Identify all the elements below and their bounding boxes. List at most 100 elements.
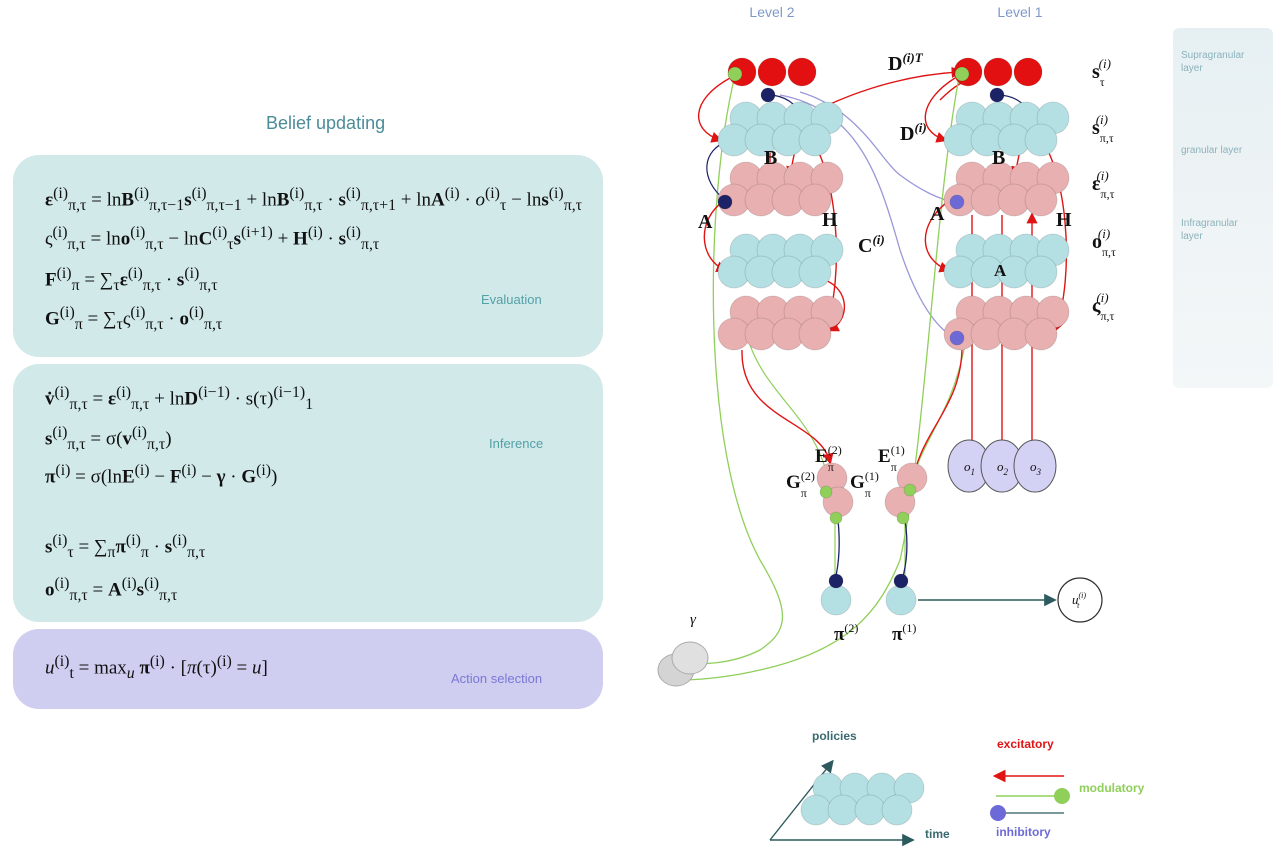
inhibitory-synapse <box>717 194 733 210</box>
level-2-outcome-error-node <box>810 295 844 329</box>
level-1-state-error-node <box>943 183 977 217</box>
level-2-outcome-error-node <box>729 295 763 329</box>
label-H-level1: H <box>1056 209 1072 231</box>
action-output-node <box>1057 577 1103 623</box>
level-2-outcome-node <box>717 255 751 289</box>
level-2-state-error-node <box>771 183 805 217</box>
modulatory-synapse <box>954 66 970 82</box>
expected-free-energy-node-level-2 <box>816 462 848 494</box>
level-2-outcome-error-node <box>756 295 790 329</box>
label-B-level1: B <box>992 147 1005 169</box>
equation-action: u(i)t = maxu π(i) · [π(τ)(i) = u] <box>45 653 268 683</box>
modulatory-synapse <box>829 511 843 525</box>
level-1-outcome-node <box>1009 233 1043 267</box>
modulatory-synapse <box>727 66 743 82</box>
policy-node-level-2 <box>820 584 852 616</box>
level-2-state-node <box>771 123 805 157</box>
level-2-state-node <box>810 101 844 135</box>
row-label-s-pi-tau: sπ,τ(i) <box>1092 112 1114 145</box>
evaluation-label: Evaluation <box>481 292 542 307</box>
legend-inhibitory-dot <box>990 805 1006 821</box>
level-1-expected-state-node <box>983 57 1013 87</box>
legend-policy-ball <box>881 794 913 826</box>
level-1-outcome-node <box>1036 233 1070 267</box>
label-C: C(i) <box>858 232 885 257</box>
evaluation-panel: ε(i)π,τ = lnB(i)π,τ−1s(i)π,τ−1 + lnB(i)π… <box>13 155 603 357</box>
level-1-state-error-node <box>997 183 1031 217</box>
label-pi2: π(2) <box>834 621 858 645</box>
level-2-title: Level 2 <box>749 4 794 20</box>
observation-node-2 <box>980 439 1024 493</box>
level-1-state-error-node <box>1024 183 1058 217</box>
level-1-outcome-node <box>943 255 977 289</box>
modulatory-synapse <box>903 483 917 497</box>
belief-updating-title: Belief updating <box>266 113 386 133</box>
inhibitory-synapse <box>828 573 844 589</box>
legend-policy-ball <box>800 794 832 826</box>
level-1-state-node <box>982 101 1016 135</box>
level-1-state-error-node <box>1009 161 1043 195</box>
equation-o: o(i)π,τ = A(i)s(i)π,τ <box>45 575 178 605</box>
level-2-outcome-error-node <box>771 317 805 351</box>
equation-G: G(i)π = ∑τς(i)π,τ · o(i)π,τ <box>45 304 223 334</box>
equation-pi: π(i) = σ(lnE(i) − F(i) − γ · G(i)) <box>45 462 278 488</box>
level-2-state-node <box>783 101 817 135</box>
connections <box>679 66 1068 681</box>
network-nodes <box>717 57 1070 616</box>
level-2-expected-state-node <box>757 57 787 87</box>
level-2-outcome-error-node <box>798 317 832 351</box>
level-2-outcome-node <box>771 255 805 289</box>
legend-policies: policies <box>812 729 857 743</box>
level-1-state-error-node <box>955 161 989 195</box>
level-2-expected-state-node <box>727 57 757 87</box>
modulatory-synapse <box>896 511 910 525</box>
equation-epsilon: ε(i)π,τ = lnB(i)π,τ−1s(i)π,τ−1 + lnB(i)π… <box>45 185 583 215</box>
level-1-outcome-node <box>997 255 1031 289</box>
legend-time: time <box>925 827 950 841</box>
level-2-state-error-node <box>729 161 763 195</box>
level-1-expected-state-node <box>953 57 983 87</box>
level-2-outcome-node <box>810 233 844 267</box>
level-2-state-node <box>756 101 790 135</box>
layer-label-granular: granular layer <box>1181 145 1243 156</box>
level-1-state-error-node <box>1036 161 1070 195</box>
row-label-s-tau: sτ(i) <box>1092 56 1111 89</box>
level-1-outcome-error-node <box>982 295 1016 329</box>
level-2-outcome-node <box>744 255 778 289</box>
level-2-outcome-node <box>756 233 790 267</box>
equation-s-sigma: s(i)π,τ = σ(v(i)π,τ) <box>45 424 172 454</box>
label-G2: Gπ(2) <box>786 469 815 500</box>
label-H-level2: H <box>822 209 838 231</box>
level-1-state-node <box>955 101 989 135</box>
label-pi1: π(1) <box>892 621 916 645</box>
action-output-label: u(i) t <box>1072 591 1086 610</box>
row-label-o: oπ,τ(i) <box>1092 226 1116 259</box>
label-A-level2: A <box>698 211 713 233</box>
level-1-outcome-error-node <box>1036 295 1070 329</box>
policy-node-level-1 <box>885 584 917 616</box>
level-1-state-node <box>943 123 977 157</box>
observation-node-3 <box>1013 439 1057 493</box>
action-selection-label: Action selection <box>451 671 543 686</box>
expected-free-energy-node-level-1 <box>896 462 928 494</box>
level-2-outcome-error-node <box>744 317 778 351</box>
legend: policies time excitatory modulatory inhi… <box>769 729 1145 847</box>
label-E2: Eπ(2) <box>815 443 842 474</box>
equation-F: F(i)π = ∑τε(i)π,τ · s(i)π,τ <box>45 265 218 295</box>
legend-excitatory: excitatory <box>997 737 1054 751</box>
obs-label-3: o3 <box>1030 459 1042 477</box>
modulatory-synapse <box>819 485 833 499</box>
level-2-state-error-node <box>798 183 832 217</box>
level-1-outcome-node <box>955 233 989 267</box>
level-1-outcome-node <box>1024 255 1058 289</box>
level-1-state-node <box>997 123 1031 157</box>
action-selection-panel: u(i)t = maxu π(i) · [π(τ)(i) = u] Action… <box>13 629 603 709</box>
gamma-node <box>657 641 709 687</box>
inhibitory-synapse <box>949 194 965 210</box>
level-2-outcome-node <box>783 233 817 267</box>
level-2-outcome-error-node <box>783 295 817 329</box>
level-2-state-node <box>729 101 763 135</box>
level-1-expected-state-node <box>1013 57 1043 87</box>
level-1-state-node <box>1036 101 1070 135</box>
expected-free-energy-node-level-1 <box>884 486 916 518</box>
